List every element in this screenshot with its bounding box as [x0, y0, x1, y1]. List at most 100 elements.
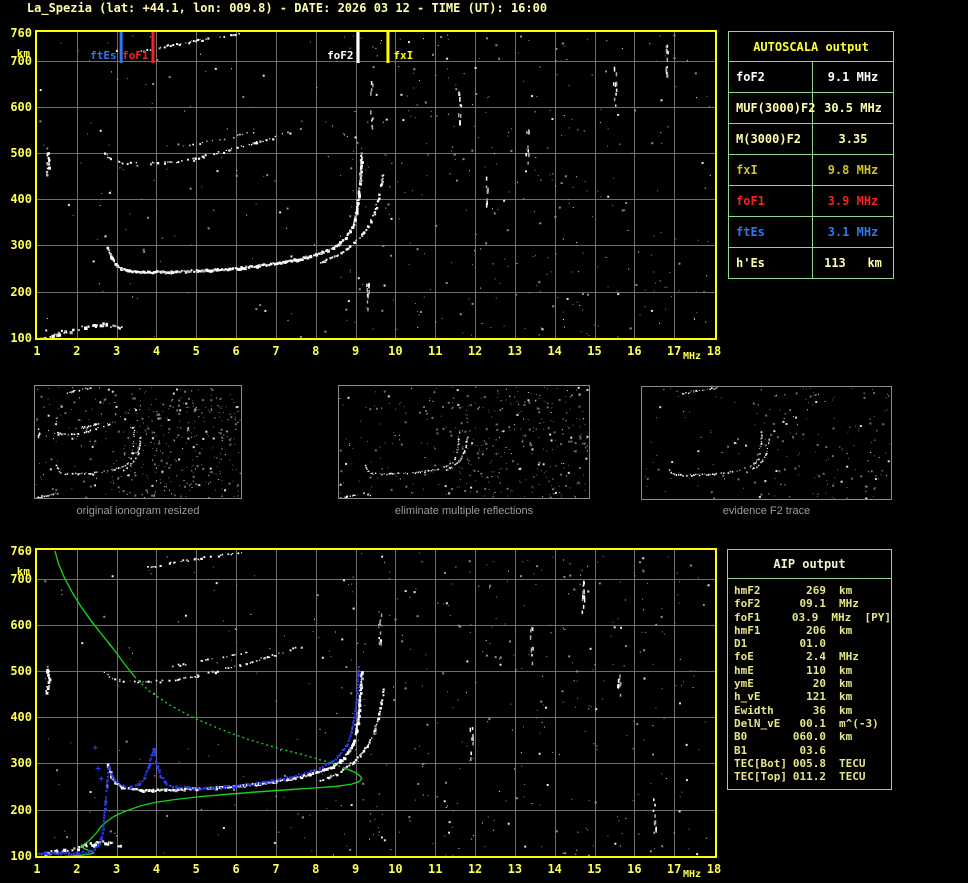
x-tick-label: 3 — [113, 344, 121, 358]
param-value: 03.6 — [799, 743, 827, 757]
x-tick-label: 7 — [272, 862, 280, 876]
aip-table-body: hmF2 269 km foF2 09.1 MHz foF1 03.9 MHz [PY] h… — [728, 579, 891, 783]
param-value: 005.8 — [792, 756, 826, 770]
x-tick-label: 9 — [351, 344, 360, 358]
param-value: 03.9 — [791, 610, 819, 624]
x-tick-label: 14 — [547, 344, 562, 358]
y-tick-label: 300 — [10, 756, 32, 771]
param-unit: km — [839, 730, 853, 744]
thumbnail-multiples-removed — [338, 385, 590, 499]
table-row-MUF: MUF(3000)F2 30.5 MHz — [729, 93, 893, 124]
param-label: Ewidth — [734, 703, 774, 717]
table-row-ftEs: ftEs 3.1 MHz — [729, 217, 893, 248]
aip-row-foF2: foF2 09.1 MHz — [734, 597, 891, 610]
thumbnail-f2-trace — [641, 386, 892, 500]
x-tick-label: 1 — [33, 862, 41, 876]
aip-row-DelN_vE: DelN_vE 00.1 m^(-3) — [734, 717, 891, 730]
y-tick-label: 700 — [10, 571, 32, 586]
station-title: La_Spezia (lat: +44.1, lon: 009.8) - DAT… — [26, 1, 548, 15]
param-label: M(3000)F2 — [729, 124, 813, 154]
x-tick-label: 2 — [73, 862, 81, 876]
param-unit: km — [839, 623, 853, 637]
y-tick-label: 600 — [10, 617, 32, 632]
ionogram-plot-bottom-profile — [35, 548, 717, 859]
y-tick-label: 600 — [10, 99, 32, 114]
y-tick-label: 760 — [10, 544, 32, 558]
y-tick-label: 400 — [10, 710, 32, 725]
x-tick-label: 18 — [706, 862, 722, 876]
x-tick-label: 13 — [507, 862, 523, 876]
param-value: 3.35 — [838, 132, 868, 146]
param-value: 060.0 — [792, 730, 826, 744]
aip-row-D1: D1 01.0 — [734, 637, 891, 650]
x-tick-label: 4 — [152, 344, 161, 358]
param-value: 2.4 — [806, 650, 826, 664]
param-unit: MHz [PY] — [831, 610, 891, 624]
thumbnail-caption-1: original ionogram resized — [76, 505, 200, 517]
param-label: TEC[Bot] — [734, 756, 787, 770]
x-tick-label: 15 — [587, 862, 602, 876]
param-unit: km — [839, 677, 853, 691]
x-tick-label: 5 — [192, 862, 200, 876]
table-row-M3000F2: M(3000)F2 3.35 — [729, 124, 893, 155]
aip-table-title: AIP output — [728, 550, 891, 579]
aip-row-hmF1: hmF1 206 km — [734, 624, 891, 637]
x-axis-unit: MHz — [683, 869, 702, 880]
param-value: 9.1 MHz — [827, 70, 879, 84]
param-label: MUF(3000)F2 — [729, 93, 815, 123]
y-tick-label: 700 — [10, 53, 32, 68]
param-unit: km — [839, 703, 853, 717]
param-label: ymE — [734, 677, 754, 691]
table-row-foF1: foF1 3.9 MHz — [729, 186, 893, 217]
param-label: DelN_vE — [734, 716, 781, 730]
x-tick-label: 13 — [507, 344, 523, 358]
y-axis-unit: km — [16, 565, 30, 578]
x-tick-label: 10 — [388, 344, 403, 358]
y-tick-label: 500 — [10, 146, 32, 161]
param-unit: km — [839, 663, 853, 677]
x-tick-label: 1 — [33, 344, 41, 358]
aip-row-B1: B1 03.6 — [734, 744, 891, 757]
x-tick-label: 17 — [666, 862, 682, 876]
param-unit: MHz — [839, 650, 859, 664]
param-value: 09.1 — [799, 597, 827, 611]
param-label: hmF2 — [734, 584, 761, 597]
param-label: hmE — [734, 663, 754, 677]
marker-label-foF1: foF1 — [121, 49, 149, 62]
y-axis-unit: km — [16, 47, 30, 60]
marker-label-ftEs: ftEs — [90, 49, 117, 62]
aip-row-foF1: foF1 03.9 MHz [PY] — [734, 611, 891, 624]
param-label: D1 — [734, 637, 748, 651]
x-tick-label: 7 — [272, 344, 280, 358]
ionogram-plot-top — [35, 30, 717, 341]
param-label: foF2 — [734, 597, 761, 611]
y-tick-label: 100 — [10, 330, 32, 345]
x-tick-label: 11 — [427, 344, 443, 358]
aip-row-Ewidth: Ewidth 36 km — [734, 704, 891, 717]
autoscala-table-title: AUTOSCALA output — [729, 32, 893, 62]
x-axis-unit: MHz — [683, 351, 702, 362]
param-value: 206 — [806, 623, 826, 637]
param-label: foE — [734, 650, 754, 664]
y-tick-label: 100 — [10, 848, 32, 863]
y-tick-label: 200 — [10, 284, 32, 299]
x-tick-label: 12 — [467, 862, 483, 876]
aip-row-TECbot: TEC[Bot] 005.8 TECU — [734, 757, 891, 770]
autoscala-output-table: AUTOSCALA output foF2 9.1 MHz MUF(3000)F… — [728, 31, 894, 279]
x-tick-label: 14 — [547, 862, 562, 876]
x-tick-label: 15 — [587, 344, 602, 358]
param-value: 9.8 MHz — [827, 163, 879, 177]
param-value: 30.5 MHz — [824, 101, 882, 115]
param-value: 3.1 MHz — [827, 225, 879, 239]
x-tick-label: 17 — [666, 344, 682, 358]
x-tick-label: 6 — [232, 344, 240, 358]
param-label: B0 — [734, 730, 748, 744]
param-value: 110 — [806, 663, 826, 677]
y-tick-label: 300 — [10, 238, 32, 253]
x-tick-label: 11 — [427, 862, 443, 876]
y-tick-label: 500 — [10, 664, 32, 679]
x-tick-label: 2 — [73, 344, 81, 358]
param-value: 121 — [806, 690, 826, 704]
aip-output-table: AIP output hmF2 269 km foF2 09.1 MHz foF1 03.… — [727, 549, 892, 790]
